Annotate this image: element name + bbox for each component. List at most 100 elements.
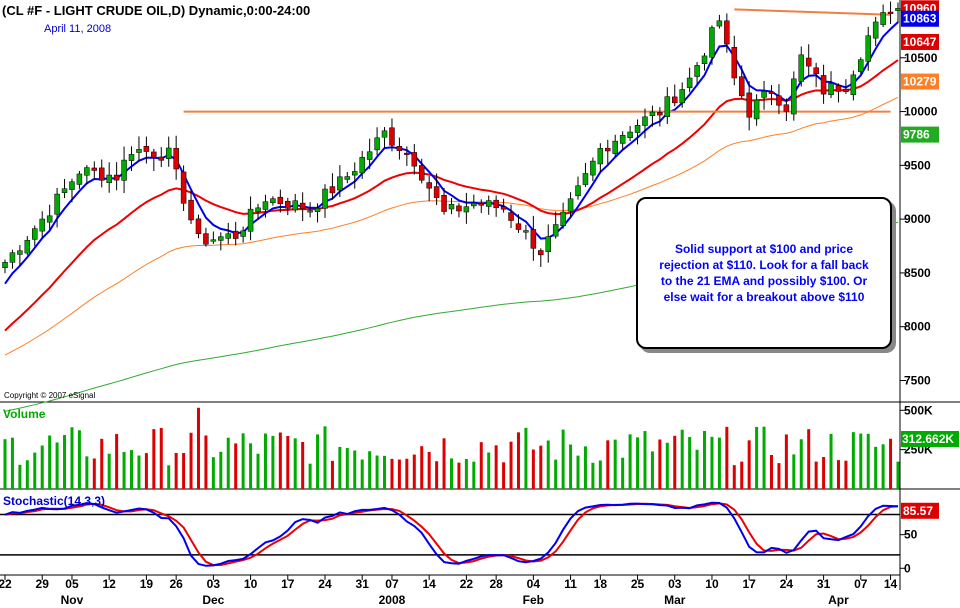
x-tick-label: 17 [742, 577, 756, 591]
volume-bar [472, 461, 476, 489]
month-label: Nov [61, 593, 84, 607]
x-tick-label: 07 [854, 577, 868, 591]
volume-bar [844, 460, 848, 489]
candle-body [359, 157, 365, 174]
volume-bar [323, 426, 327, 489]
volume-bar [740, 461, 744, 489]
volume-bar [680, 429, 684, 489]
volume-bar [881, 444, 885, 489]
volume-bar [807, 429, 811, 489]
candle-body [158, 156, 165, 161]
volume-bar [48, 435, 52, 489]
candle-body [54, 193, 60, 215]
x-tick-label: 31 [356, 577, 370, 591]
x-tick-label: 11 [564, 577, 577, 591]
candle-body [761, 91, 767, 98]
volume-bar [546, 440, 550, 489]
volume-bar [130, 450, 134, 489]
x-tick-label: 22 [0, 577, 12, 591]
candle-body [396, 146, 403, 151]
volume-bar [591, 462, 595, 489]
candle-body [672, 96, 678, 104]
candle-body [649, 111, 656, 116]
volume-bar [464, 459, 468, 489]
candle-body [128, 154, 135, 161]
candle-body [411, 152, 418, 167]
candle-body [352, 171, 358, 176]
volume-bar [122, 451, 126, 489]
volume-bar [308, 463, 312, 489]
x-tick-label: 14 [884, 577, 898, 591]
volume-bar [92, 458, 96, 489]
volume-bar [613, 439, 617, 489]
candle-body [418, 165, 425, 181]
chart-title: (CL #F - LIGHT CRUDE OIL,D) Dynamic,0:00… [2, 3, 310, 18]
candle-body [46, 215, 53, 223]
volume-bar [836, 460, 840, 489]
volume-bar [345, 448, 349, 489]
candle-body [255, 207, 261, 213]
volume-bar [25, 460, 29, 489]
candle-body [679, 89, 685, 104]
x-tick-label: 22 [460, 577, 474, 591]
volume-bar [784, 434, 788, 489]
volume-bar [182, 453, 186, 489]
candle-body [299, 202, 306, 210]
x-tick-label: 07 [385, 577, 399, 591]
candle-body [98, 167, 105, 181]
candle-body [151, 151, 157, 158]
date-label: April 11, 2008 [44, 23, 111, 35]
volume-bar [70, 427, 74, 489]
volume-bar [286, 435, 290, 489]
volume-bar [115, 434, 119, 489]
volume-bar [665, 442, 669, 489]
candle-body [694, 65, 700, 77]
volume-bar [792, 454, 796, 489]
volume-tick-label: 500K [904, 403, 933, 417]
stochastic-last-label: 85.57 [903, 504, 933, 518]
x-tick-label: 19 [140, 577, 154, 591]
volume-bar [226, 437, 230, 489]
candle-body [701, 55, 708, 64]
volume-bar [732, 465, 736, 489]
candle-body [828, 83, 834, 96]
x-tick-label: 29 [36, 577, 50, 591]
volume-bar [747, 440, 751, 489]
candle-body [560, 211, 566, 226]
volume-bar [256, 453, 260, 489]
volume-bar [390, 458, 394, 489]
volume-bar [554, 459, 558, 489]
candle-body [292, 200, 298, 211]
candle-body [508, 212, 514, 221]
x-tick-label: 24 [318, 577, 332, 591]
copyright-label: Copyright © 2007 eSignal [4, 391, 96, 400]
volume-bar [77, 430, 81, 489]
candle-body [798, 54, 805, 82]
candle-body [500, 206, 507, 210]
candle-body [634, 125, 641, 133]
x-tick-label: 03 [668, 577, 682, 591]
price-tag-label: 9786 [903, 128, 930, 142]
volume-bar [234, 443, 238, 489]
stochastic-panel: 50 0 85.57 [0, 501, 939, 575]
volume-bar [658, 439, 662, 489]
volume-bar [18, 464, 22, 489]
volume-bar [219, 451, 223, 489]
month-label: Mar [664, 593, 686, 607]
volume-bar [569, 444, 573, 489]
volume-bar [814, 461, 818, 489]
candle-body [642, 116, 648, 126]
x-tick-label: 05 [65, 577, 79, 591]
candle-body [523, 230, 529, 233]
candle-body [218, 236, 224, 241]
candle-body [858, 59, 864, 72]
price-tick-label: 10000 [904, 105, 938, 119]
volume-bar [494, 445, 498, 489]
volume-bar [152, 429, 156, 489]
candle-body [872, 21, 879, 39]
volume-bar [583, 446, 587, 489]
candle-body [567, 198, 574, 212]
candle-body [426, 182, 432, 189]
candle-body [552, 224, 559, 237]
